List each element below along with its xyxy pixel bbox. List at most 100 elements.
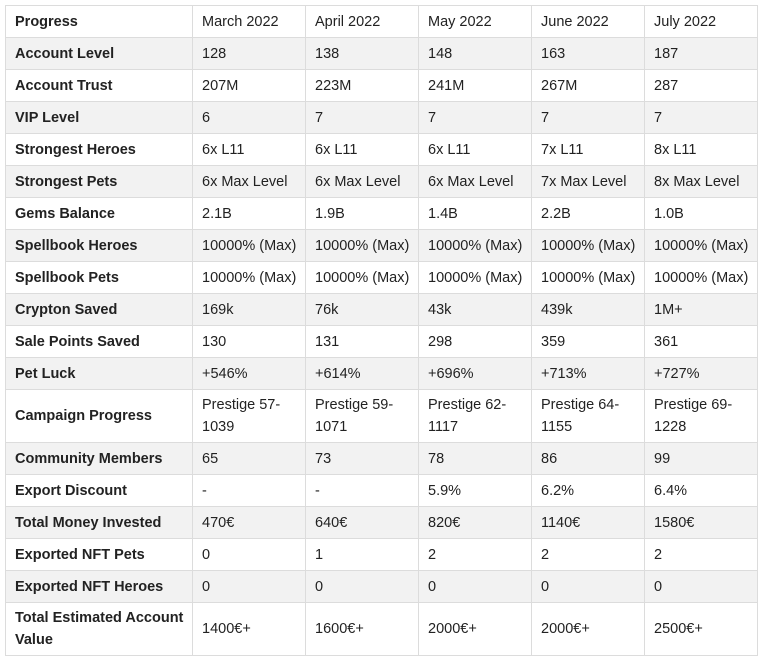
table-cell: 7	[305, 101, 419, 134]
table-row: Exported NFT Pets 0 1 2 2 2	[5, 538, 758, 571]
table-cell: 1580€	[644, 506, 758, 539]
table-cell: +546%	[192, 357, 306, 390]
table-row: Pet Luck +546% +614% +696% +713% +727%	[5, 357, 758, 390]
table-cell: Prestige 57-1039	[192, 389, 306, 443]
table-cell: 8x L11	[644, 133, 758, 166]
row-label: Gems Balance	[5, 197, 193, 230]
table-cell: 1	[305, 538, 419, 571]
table-cell: 2	[644, 538, 758, 571]
table-cell: 128	[192, 37, 306, 70]
table-row: Account Trust 207M 223M 241M 267M 287	[5, 69, 758, 102]
table-cell: 86	[531, 442, 645, 475]
table-cell: 2500€+	[644, 602, 758, 656]
header-cell-month: June 2022	[531, 5, 645, 38]
table-cell: +614%	[305, 357, 419, 390]
row-label: Account Level	[5, 37, 193, 70]
table-cell: 287	[644, 69, 758, 102]
row-label: Pet Luck	[5, 357, 193, 390]
row-label: Campaign Progress	[5, 389, 193, 443]
table-cell: Prestige 69-1228	[644, 389, 758, 443]
table-cell: 10000% (Max)	[644, 261, 758, 294]
table-row: Strongest Pets 6x Max Level 6x Max Level 6x…	[5, 165, 758, 198]
table-cell: 43k	[418, 293, 532, 326]
table-cell: 6x Max Level	[305, 165, 419, 198]
table-cell: 2.2B	[531, 197, 645, 230]
table-cell: 2	[418, 538, 532, 571]
table-row: VIP Level 6 7 7 7 7	[5, 101, 758, 134]
table-cell: 10000% (Max)	[192, 229, 306, 262]
table-row: Account Level 128 138 148 163 187	[5, 37, 758, 70]
table-cell: 223M	[305, 69, 419, 102]
table-cell: 130	[192, 325, 306, 358]
row-label: Spellbook Heroes	[5, 229, 193, 262]
table-row: Exported NFT Heroes 0 0 0 0 0	[5, 570, 758, 603]
table-cell: 78	[418, 442, 532, 475]
table-cell: 1M+	[644, 293, 758, 326]
table-row: Community Members 65 73 78 86 99	[5, 442, 758, 475]
table-cell: 6.2%	[531, 474, 645, 507]
table-cell: 7	[531, 101, 645, 134]
row-label: Crypton Saved	[5, 293, 193, 326]
table-header-row: Progress March 2022 April 2022 May 2022 …	[5, 5, 758, 38]
table-cell: 6	[192, 101, 306, 134]
header-cell-month: March 2022	[192, 5, 306, 38]
row-label: VIP Level	[5, 101, 193, 134]
table-cell: 10000% (Max)	[192, 261, 306, 294]
table-cell: 10000% (Max)	[305, 261, 419, 294]
table-cell: 1.0B	[644, 197, 758, 230]
table-row: Gems Balance 2.1B 1.9B 1.4B 2.2B 1.0B	[5, 197, 758, 230]
table-row: Export Discount - -5.9% 6.2% 6.4%	[5, 474, 758, 507]
progress-table: Progress March 2022 April 2022 May 2022 …	[5, 5, 758, 656]
table-cell: 820€	[418, 506, 532, 539]
table-cell: 7x L11	[531, 133, 645, 166]
table-cell: 1.4B	[418, 197, 532, 230]
table-row: Total Money Invested 470€ 640€ 820€ 1140€ 158…	[5, 506, 758, 539]
table-cell: 7x Max Level	[531, 165, 645, 198]
row-label: Exported NFT Pets	[5, 538, 193, 571]
table-cell: 6x L11	[192, 133, 306, 166]
table-cell: 2000€+	[418, 602, 532, 656]
table-cell: +713%	[531, 357, 645, 390]
table-cell: 10000% (Max)	[418, 229, 532, 262]
table-row: Total Estimated Account Value 1400€+ 1600€…	[5, 602, 758, 656]
table-row: Sale Points Saved 130 131 298 359 361	[5, 325, 758, 358]
row-label: Export Discount	[5, 474, 193, 507]
table-cell: 73	[305, 442, 419, 475]
table-cell: 0	[644, 570, 758, 603]
table-cell: 2.1B	[192, 197, 306, 230]
row-label: Strongest Heroes	[5, 133, 193, 166]
header-cell-month: April 2022	[305, 5, 419, 38]
table-cell: 76k	[305, 293, 419, 326]
table-row: Campaign Progress Prestige 57-1039 Prestig…	[5, 389, 758, 443]
table-body: Account Level 128 138 148 163 187 Account Trus…	[5, 37, 758, 656]
table-cell: Prestige 64-1155	[531, 389, 645, 443]
table-cell: 10000% (Max)	[531, 229, 645, 262]
table-cell: 148	[418, 37, 532, 70]
table-cell: 131	[305, 325, 419, 358]
table-cell: +696%	[418, 357, 532, 390]
table-cell: 1400€+	[192, 602, 306, 656]
table-cell: 10000% (Max)	[531, 261, 645, 294]
table-cell: Prestige 62-1117	[418, 389, 532, 443]
table-cell: 65	[192, 442, 306, 475]
row-label: Community Members	[5, 442, 193, 475]
table-cell: 361	[644, 325, 758, 358]
row-label: Sale Points Saved	[5, 325, 193, 358]
table-cell: 0	[418, 570, 532, 603]
table-cell: 6x Max Level	[418, 165, 532, 198]
table-cell: 5.9%	[418, 474, 532, 507]
table-row: Spellbook Pets 10000% (Max) 10000% (Max) 10…	[5, 261, 758, 294]
table-cell: 10000% (Max)	[418, 261, 532, 294]
table-cell: Prestige 59-1071	[305, 389, 419, 443]
table-cell: 6x Max Level	[192, 165, 306, 198]
row-label: Total Money Invested	[5, 506, 193, 539]
table-cell: 267M	[531, 69, 645, 102]
table-cell: 298	[418, 325, 532, 358]
row-label: Exported NFT Heroes	[5, 570, 193, 603]
table-cell: 6.4%	[644, 474, 758, 507]
table-cell: 169k	[192, 293, 306, 326]
table-cell: 1600€+	[305, 602, 419, 656]
header-cell-progress: Progress	[5, 5, 193, 38]
row-label: Account Trust	[5, 69, 193, 102]
table-cell: 1140€	[531, 506, 645, 539]
